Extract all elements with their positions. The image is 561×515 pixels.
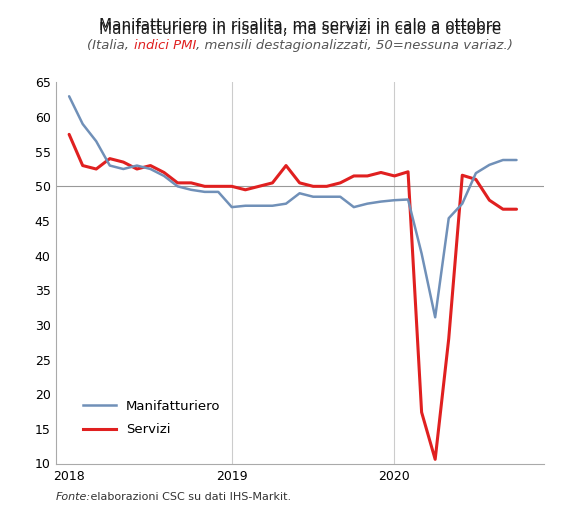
Text: Manifatturiero in risalita, ma servizi in calo a ottobre: Manifatturiero in risalita, ma servizi i… xyxy=(99,18,502,33)
Legend: Manifatturiero, Servizi: Manifatturiero, Servizi xyxy=(77,394,226,442)
Text: (Italia,: (Italia, xyxy=(88,39,134,52)
Text: , mensili destagionalizzati, 50=nessuna variaz.): , mensili destagionalizzati, 50=nessuna … xyxy=(196,39,513,52)
Text: elaborazioni CSC su dati IHS-Markit.: elaborazioni CSC su dati IHS-Markit. xyxy=(87,492,291,502)
Text: Fonte:: Fonte: xyxy=(56,492,91,502)
Text: indici PMI: indici PMI xyxy=(134,39,196,52)
Title: Manifatturiero in risalita, ma servizi in calo a ottobre
: Manifatturiero in risalita, ma servizi i… xyxy=(99,23,502,55)
